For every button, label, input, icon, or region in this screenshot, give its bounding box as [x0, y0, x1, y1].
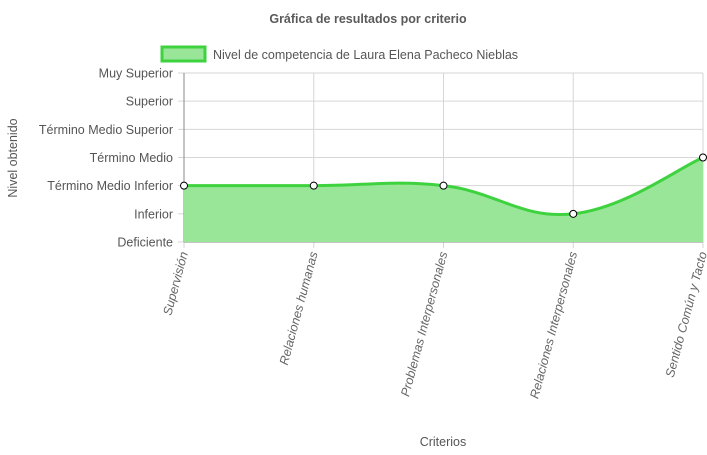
x-axis-title: Criterios [420, 435, 467, 449]
y-axis-ticks: Deficiente Inferior Término Medio Inferior… [39, 67, 173, 250]
chart-title: Gráfica de resultados por criterio [269, 12, 467, 26]
y-tick-label: Muy Superior [99, 67, 173, 81]
y-tick-label: Término Medio [90, 151, 173, 165]
y-axis-title: Nivel obtenido [6, 118, 20, 197]
data-point[interactable] [699, 153, 707, 162]
x-tick-label: Problemas Interpersonales [398, 250, 450, 398]
legend[interactable]: Nivel de competencia de Laura Elena Pach… [160, 45, 518, 63]
x-axis-ticks: Supervisión Relaciones humanas Problemas I… [160, 250, 707, 400]
x-tick-label: Supervisión [160, 250, 190, 317]
y-tick-label: Término Medio Superior [39, 123, 173, 137]
data-point[interactable] [309, 181, 318, 190]
data-points [180, 153, 707, 218]
y-tick-label: Deficiente [117, 236, 173, 250]
x-tick-label: Relaciones humanas [277, 250, 321, 366]
series-area-fill [184, 157, 703, 242]
x-tick-label: Sentido Común y Tacto [663, 250, 707, 379]
y-tick-label: Superior [126, 95, 173, 109]
x-tick-label: Relaciones Interpersonales [527, 250, 580, 400]
data-point[interactable] [180, 181, 188, 190]
data-point[interactable] [439, 181, 448, 190]
legend-swatch [160, 45, 207, 63]
y-tick-label: Término Medio Inferior [47, 179, 173, 193]
legend-label: Nivel de competencia de Laura Elena Pach… [213, 48, 518, 62]
data-point[interactable] [569, 209, 578, 218]
y-tick-label: Inferior [134, 207, 173, 221]
